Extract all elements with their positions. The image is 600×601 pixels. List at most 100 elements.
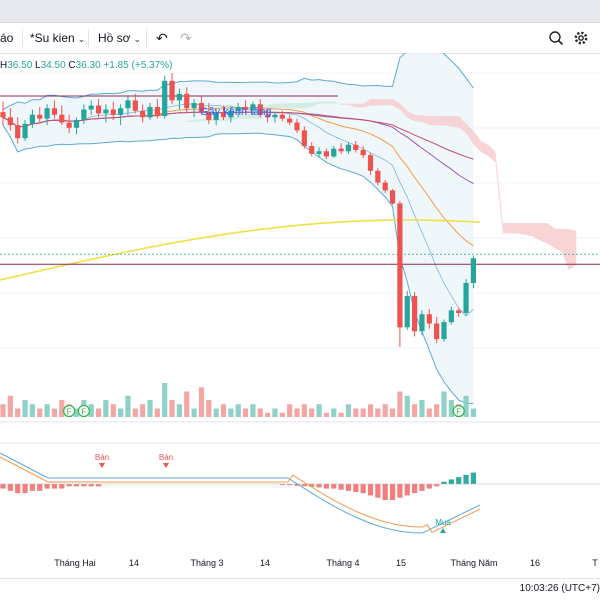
ohlc-legend: H36.50 L34.50 C36.30 +1.85 (+5.37%) bbox=[0, 60, 172, 71]
macd-histogram-bar bbox=[51, 484, 58, 489]
candle-body bbox=[147, 106, 153, 118]
candle-body bbox=[88, 105, 94, 110]
volume-bar bbox=[59, 400, 65, 417]
volume-bar bbox=[367, 404, 374, 417]
candle-body bbox=[301, 130, 307, 147]
macd-line bbox=[0, 452, 481, 534]
volume-bar bbox=[162, 383, 168, 417]
volume-bar bbox=[448, 400, 454, 417]
bollinger-lower-line bbox=[2, 124, 474, 404]
macd-histogram-bar bbox=[434, 484, 440, 487]
cloud-segment bbox=[311, 101, 320, 107]
candle-body bbox=[59, 114, 65, 123]
cloud-segment bbox=[421, 115, 430, 126]
cloud-segment bbox=[407, 110, 415, 122]
candle-body bbox=[73, 119, 80, 128]
macd-histogram-bar bbox=[367, 484, 374, 496]
candle-body bbox=[367, 155, 374, 171]
cloud-segment bbox=[517, 223, 525, 235]
x-tick-label: Tháng Hai bbox=[54, 558, 96, 568]
cloud-segment bbox=[539, 223, 547, 244]
x-tick-label: Tháng 3 bbox=[190, 558, 223, 568]
macd-histogram-bar bbox=[287, 484, 293, 486]
macd-histogram-bar bbox=[345, 484, 352, 491]
cloud-segment bbox=[524, 223, 533, 237]
cloud-segment bbox=[245, 114, 253, 119]
macd-histogram-bar bbox=[412, 484, 418, 494]
template-dropdown[interactable]: *Su kien ⌄ bbox=[30, 31, 85, 45]
macd-histogram-bar bbox=[338, 484, 344, 490]
volume-bar bbox=[206, 400, 212, 417]
bollinger-upper-line bbox=[2, 53, 474, 110]
candle-body bbox=[191, 103, 197, 109]
sell2-label: Bán bbox=[159, 453, 173, 462]
candle-body bbox=[162, 80, 168, 117]
x-tick-label: 16 bbox=[530, 558, 540, 568]
low-value: 34.50 bbox=[40, 60, 66, 71]
volume-bar bbox=[360, 408, 366, 417]
volume-bar bbox=[95, 408, 102, 417]
candles bbox=[0, 73, 476, 347]
volume-bar bbox=[419, 400, 425, 417]
cloud-segment bbox=[436, 116, 444, 126]
alert-button[interactable]: áo bbox=[0, 31, 14, 45]
volume-bar bbox=[250, 404, 256, 417]
volume-bar bbox=[73, 408, 80, 417]
candle-body bbox=[419, 314, 425, 332]
candle-body bbox=[213, 112, 219, 120]
cloud-segment bbox=[546, 223, 555, 249]
candle-body bbox=[345, 144, 352, 152]
toolbar-divider bbox=[146, 29, 147, 47]
candle-body bbox=[279, 114, 285, 119]
candle-body bbox=[51, 108, 58, 115]
cloud-segment bbox=[554, 228, 562, 252]
candle-body bbox=[331, 148, 337, 157]
candle-body bbox=[375, 170, 381, 183]
volume-bar bbox=[426, 408, 432, 417]
candle-body bbox=[294, 122, 300, 131]
undo-icon[interactable]: ↶ bbox=[156, 30, 168, 46]
cloud-segment bbox=[333, 101, 342, 105]
cloud-segment bbox=[194, 118, 202, 122]
volume-bar bbox=[353, 408, 359, 417]
cloud-segment bbox=[488, 144, 496, 163]
candle-body bbox=[228, 110, 234, 118]
macd-histogram-bar bbox=[389, 484, 396, 500]
window-top-strip bbox=[0, 0, 600, 23]
cloud-segment bbox=[252, 114, 261, 119]
gear-icon[interactable] bbox=[573, 30, 589, 49]
cloud-segment bbox=[289, 103, 297, 109]
candle-body bbox=[132, 100, 138, 111]
macd-histogram-bar bbox=[279, 484, 285, 486]
profile-dropdown[interactable]: Hồ sơ ⌄ bbox=[98, 31, 141, 45]
change-value: +1.85 (+5.37%) bbox=[103, 60, 173, 71]
redo-icon[interactable]: ↷ bbox=[180, 30, 192, 46]
candle-body bbox=[323, 151, 329, 157]
candle-body bbox=[456, 310, 462, 313]
volume-bar bbox=[272, 408, 278, 417]
high-key: H bbox=[0, 60, 8, 71]
volume-bar bbox=[22, 400, 28, 417]
candle-body bbox=[470, 258, 476, 283]
volume-bar bbox=[154, 408, 160, 417]
profile-label: Hồ sơ bbox=[98, 31, 131, 45]
x-tick-label: T bbox=[592, 558, 598, 568]
macd-histogram-bar bbox=[426, 484, 432, 489]
candle-body bbox=[404, 296, 410, 328]
volume-bar bbox=[44, 404, 50, 417]
candle-body bbox=[448, 310, 454, 323]
macd-histogram-bar bbox=[316, 484, 322, 488]
candle-body bbox=[434, 323, 440, 340]
macd-histogram-bar bbox=[375, 484, 381, 498]
macd-histogram-bar bbox=[73, 484, 80, 487]
event-marker bbox=[63, 404, 76, 418]
macd-histogram-bar bbox=[95, 484, 102, 487]
cloud-segment bbox=[297, 103, 305, 109]
volume-bar bbox=[140, 404, 146, 417]
candle-body bbox=[118, 108, 124, 115]
macd-histogram-bar bbox=[29, 484, 35, 491]
sell1-marker bbox=[99, 463, 105, 468]
event-marker bbox=[452, 404, 465, 418]
search-settings-icon[interactable] bbox=[548, 30, 564, 49]
